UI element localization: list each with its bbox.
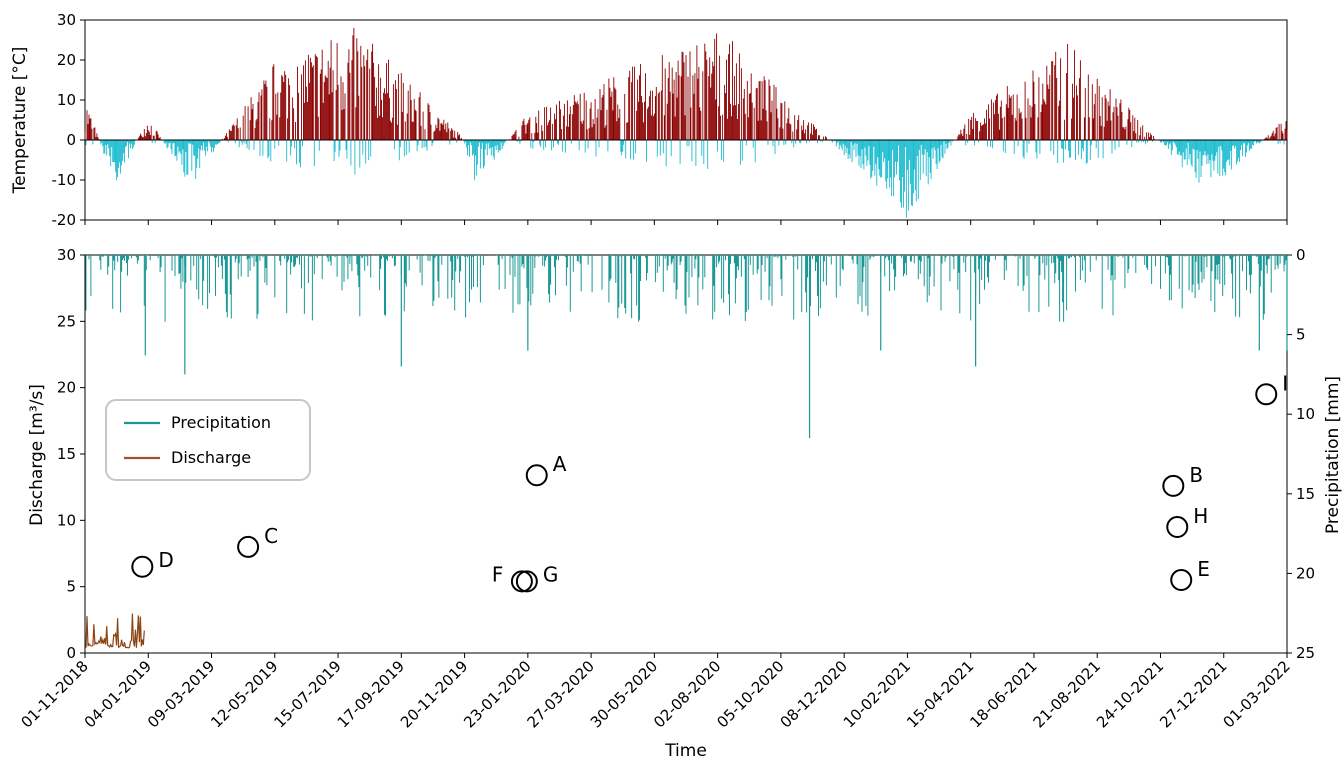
time-x-tick-label: 15-07-2019 bbox=[271, 657, 345, 731]
discharge-y-tick-label: 25 bbox=[57, 312, 76, 330]
event-label-a: A bbox=[553, 452, 567, 476]
event-label-h: H bbox=[1193, 504, 1208, 528]
event-marker-f bbox=[510, 570, 533, 593]
temperature-positive-bars bbox=[84, 27, 1288, 140]
time-x-tick-label: 01-03-2022 bbox=[1219, 657, 1293, 731]
discharge-y-tick-label: 0 bbox=[66, 644, 76, 662]
time-x-tick-label: 27-03-2020 bbox=[524, 657, 598, 731]
discharge-y-tick-label: 10 bbox=[57, 511, 76, 529]
discharge-panel: A B C D E F G H I 0 5 10 15 20 25 30 0 5 10 15 20 25 01-11-… bbox=[17, 246, 1342, 761]
legend-box bbox=[105, 399, 311, 481]
precipitation-bars bbox=[85, 255, 1287, 322]
temperature-y-tick-label: 20 bbox=[57, 51, 76, 69]
time-x-tick-label: 05-10-2020 bbox=[713, 657, 787, 731]
event-marker-h bbox=[1166, 515, 1189, 538]
time-x-tick-label: 20-11-2019 bbox=[397, 657, 471, 731]
legend-discharge-label: Discharge bbox=[171, 448, 251, 467]
temperature-plot-frame bbox=[84, 19, 1288, 221]
time-x-tick-label: 23-01-2020 bbox=[460, 657, 534, 731]
event-marker-a bbox=[525, 464, 548, 487]
time-x-tick-label: 17-09-2019 bbox=[334, 657, 408, 731]
time-x-tick-label: 21-08-2021 bbox=[1030, 657, 1104, 731]
event-marker-e bbox=[1170, 569, 1193, 592]
precipitation-y-tick-label: 0 bbox=[1296, 246, 1306, 264]
precipitation-y-tick-label: 10 bbox=[1296, 405, 1315, 423]
event-label-b: B bbox=[1189, 463, 1203, 487]
temperature-x-ticks bbox=[84, 220, 1288, 225]
event-label-c: C bbox=[264, 524, 278, 548]
precipitation-y-ticks: 0 5 10 15 20 25 bbox=[1287, 246, 1315, 662]
discharge-y-tick-label: 5 bbox=[66, 578, 76, 596]
time-x-tick-label: 09-03-2019 bbox=[144, 657, 218, 731]
precipitation-y-tick-label: 20 bbox=[1296, 564, 1315, 582]
event-marker-b bbox=[1162, 474, 1185, 497]
temperature-negative-bars bbox=[85, 140, 1285, 218]
time-x-tick-label: 18-06-2021 bbox=[966, 657, 1040, 731]
discharge-y-tick-label: 30 bbox=[57, 246, 76, 264]
time-x-ticks: 01-11-201804-01-201909-03-201912-05-2019… bbox=[17, 653, 1294, 731]
temperature-y-tick-label: 10 bbox=[57, 91, 76, 109]
temperature-y-tick-label: 0 bbox=[66, 131, 76, 149]
time-x-tick-label: 15-04-2021 bbox=[903, 657, 977, 731]
temperature-y-ticks: 30 20 10 0 -10 -20 bbox=[52, 11, 85, 229]
event-markers: A B C D E F G H I bbox=[131, 371, 1288, 593]
event-marker-c bbox=[237, 535, 260, 558]
event-label-i: I bbox=[1282, 371, 1288, 395]
temperature-y-axis-title: Temperature [°C] bbox=[10, 47, 30, 195]
temperature-y-tick-label: 30 bbox=[57, 11, 76, 29]
event-label-e: E bbox=[1197, 557, 1210, 581]
time-x-tick-label: 08-12-2020 bbox=[777, 657, 851, 731]
discharge-line bbox=[84, 613, 145, 649]
temperature-y-tick-label: -20 bbox=[52, 211, 77, 229]
discharge-y-tick-label: 15 bbox=[57, 445, 76, 463]
discharge-y-ticks: 0 5 10 15 20 25 30 bbox=[57, 246, 85, 662]
time-x-tick-label: 04-01-2019 bbox=[81, 657, 155, 731]
event-label-d: D bbox=[158, 548, 173, 572]
legend-precipitation-label: Precipitation bbox=[171, 413, 271, 432]
time-x-tick-label: 10-02-2021 bbox=[840, 657, 914, 731]
event-label-g: G bbox=[543, 562, 559, 586]
time-x-tick-label: 01-11-2018 bbox=[17, 657, 91, 731]
event-label-f: F bbox=[492, 562, 504, 586]
event-marker-i bbox=[1255, 383, 1278, 406]
discharge-y-tick-label: 20 bbox=[57, 379, 76, 397]
time-x-tick-label: 02-08-2020 bbox=[650, 657, 724, 731]
temperature-panel: 30 20 10 0 -10 -20 Temperature [°C] bbox=[10, 11, 1288, 229]
temperature-marks bbox=[84, 27, 1288, 218]
discharge-y-axis-title: Discharge [m³/s] bbox=[27, 384, 47, 526]
time-x-tick-label: 27-12-2021 bbox=[1156, 657, 1230, 731]
time-x-tick-label: 12-05-2019 bbox=[207, 657, 281, 731]
event-marker-g bbox=[515, 570, 538, 593]
time-x-tick-label: 30-05-2020 bbox=[587, 657, 661, 731]
event-marker-d bbox=[131, 555, 154, 578]
precipitation-y-tick-label: 25 bbox=[1296, 644, 1315, 662]
time-x-axis-title: Time bbox=[664, 741, 707, 761]
precipitation-y-axis-title: Precipitation [mm] bbox=[1323, 376, 1342, 534]
discharge-series bbox=[84, 613, 145, 649]
time-x-tick-label: 24-10-2021 bbox=[1093, 657, 1167, 731]
temperature-y-tick-label: -10 bbox=[52, 171, 77, 189]
precipitation-y-tick-label: 5 bbox=[1296, 326, 1306, 344]
precipitation-series bbox=[85, 255, 1288, 439]
precipitation-y-tick-label: 15 bbox=[1296, 485, 1315, 503]
legend: Precipitation Discharge bbox=[105, 399, 311, 481]
